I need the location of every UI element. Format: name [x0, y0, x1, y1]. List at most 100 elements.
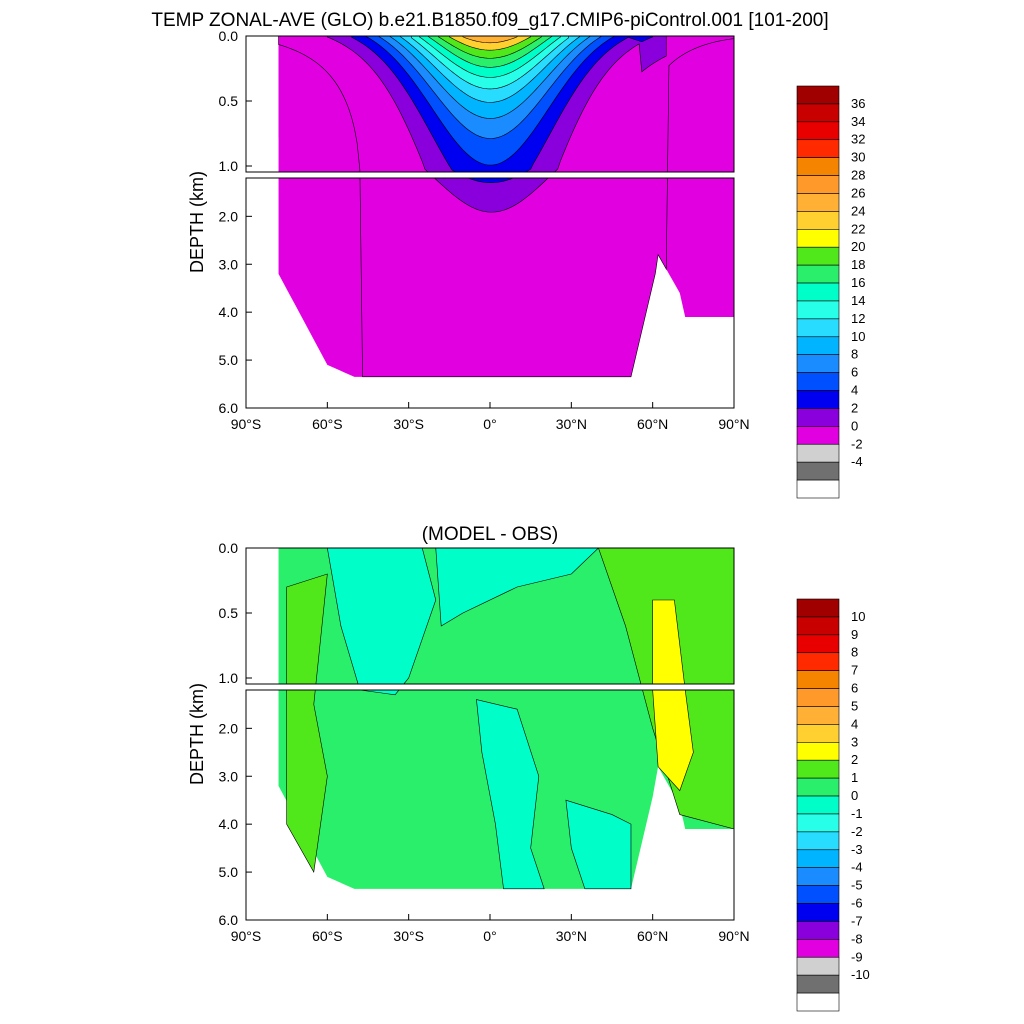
colorbar-label: -4 — [851, 860, 863, 875]
anomaly-region-2 — [476, 699, 545, 890]
colorbar-swatch — [796, 706, 840, 725]
colorbar-swatch — [796, 246, 840, 266]
upper-frame — [245, 35, 735, 173]
colorbar-swatch — [796, 777, 840, 797]
y-tick-label: 0.5 — [219, 605, 239, 621]
y-tick-label: 0.5 — [219, 93, 239, 109]
colorbar-label: 36 — [851, 96, 865, 111]
colorbar-label: 6 — [851, 681, 858, 696]
colorbar-label: 32 — [851, 132, 865, 147]
colorbar-label: 20 — [851, 239, 865, 254]
y-tick-label: 3.0 — [219, 256, 239, 272]
colorbar-swatch — [796, 795, 840, 815]
colorbar-swatch — [796, 479, 840, 499]
colorbar-swatch — [796, 103, 840, 123]
anomaly-region-1 — [435, 548, 600, 627]
plot-area — [278, 36, 734, 378]
colorbar-label: 4 — [851, 383, 858, 398]
colorbar-label: -10 — [851, 967, 870, 982]
colorbar-swatch — [796, 903, 840, 922]
colorbar-swatch — [796, 670, 840, 689]
colorbar-label: 6 — [851, 365, 858, 380]
colorbar-swatch — [796, 974, 840, 994]
colorbar-label: -1 — [851, 806, 863, 821]
colorbar-swatch — [796, 598, 840, 618]
y-tick-label: 2.0 — [219, 208, 239, 224]
colorbar-swatch — [796, 956, 840, 976]
y-tick-label: 1.0 — [219, 158, 239, 174]
colorbar-label: -6 — [851, 896, 863, 911]
colorbar-swatch — [796, 85, 840, 105]
colorbar-swatch — [796, 443, 840, 463]
colorbar-swatch — [796, 300, 840, 320]
colorbar-label: 28 — [851, 168, 865, 183]
colorbar-swatch — [796, 742, 840, 761]
colorbar-swatch — [796, 831, 840, 851]
colorbar-label: -2 — [851, 436, 863, 451]
isotherm-fill-26 — [462, 36, 518, 44]
colorbar-label: 26 — [851, 185, 865, 200]
anomaly-region-6 — [652, 599, 694, 792]
colorbar-swatch — [796, 408, 840, 427]
colorbar-label: 8 — [851, 347, 858, 362]
colorbar-label: 30 — [851, 150, 865, 165]
colorbar-label: 16 — [851, 275, 865, 290]
y-tick-label: 3.0 — [219, 768, 239, 784]
colorbar-label: 14 — [851, 293, 865, 308]
y-tick-label: 6.0 — [219, 400, 239, 416]
colorbar-label: 12 — [851, 311, 865, 326]
x-tick-label: 30°S — [393, 416, 424, 432]
colorbar-label: 7 — [851, 663, 858, 678]
colorbar-label: 34 — [851, 114, 865, 129]
colorbar-label: 22 — [851, 221, 865, 236]
colorbar-swatch — [796, 390, 840, 409]
y-tick-label: 5.0 — [219, 864, 239, 880]
colorbar-swatch — [796, 616, 840, 636]
colorbar-swatch — [796, 885, 840, 904]
x-tick-label: 0° — [483, 416, 496, 432]
y-axis-label: DEPTH (km) — [187, 171, 207, 273]
colorbar-swatch — [796, 139, 840, 158]
colorbar-swatch — [796, 282, 840, 302]
colorbar-label: -8 — [851, 931, 863, 946]
colorbar-label: 18 — [851, 257, 865, 272]
colorbar-swatch — [796, 211, 840, 230]
plot-area — [278, 548, 734, 890]
x-tick-label: 90°S — [231, 928, 262, 944]
x-tick-label: 60°N — [637, 416, 668, 432]
colorbar-label: -4 — [851, 454, 863, 469]
colorbar-label: 5 — [851, 698, 858, 713]
colorbar-label: 10 — [851, 609, 865, 624]
colorbar-label: -5 — [851, 878, 863, 893]
x-tick-label: 60°S — [312, 928, 343, 944]
colorbar-label: 8 — [851, 645, 858, 660]
colorbar-swatch — [796, 724, 840, 743]
colorbar-label: 9 — [851, 627, 858, 642]
x-tick-label: 60°S — [312, 416, 343, 432]
colorbar-swatch — [796, 939, 840, 958]
colorbar-swatch — [796, 426, 840, 445]
colorbar-swatch — [796, 121, 840, 141]
upper-frame — [245, 547, 735, 685]
x-tick-label: 60°N — [637, 928, 668, 944]
colorbar-swatch — [796, 867, 840, 886]
colorbar-swatch — [796, 264, 840, 284]
colorbar-label: 10 — [851, 329, 865, 344]
colorbar-swatch — [796, 372, 840, 391]
colorbar-label: 24 — [851, 203, 865, 218]
colorbar-swatch — [796, 354, 840, 373]
colorbar-label: 0 — [851, 418, 858, 433]
colorbar-swatch — [796, 813, 840, 833]
x-tick-label: 30°N — [556, 416, 587, 432]
y-tick-label: 0.0 — [219, 28, 239, 44]
x-tick-label: 30°S — [393, 928, 424, 944]
colorbar-label: 4 — [851, 716, 858, 731]
colorbar-label: 0 — [851, 788, 858, 803]
colorbar-swatch — [796, 229, 840, 248]
x-tick-label: 30°N — [556, 928, 587, 944]
colorbar-label: 2 — [851, 400, 858, 415]
colorbar-swatch — [796, 175, 840, 194]
colorbar-swatch — [796, 461, 840, 481]
colorbar-swatch — [796, 318, 840, 338]
